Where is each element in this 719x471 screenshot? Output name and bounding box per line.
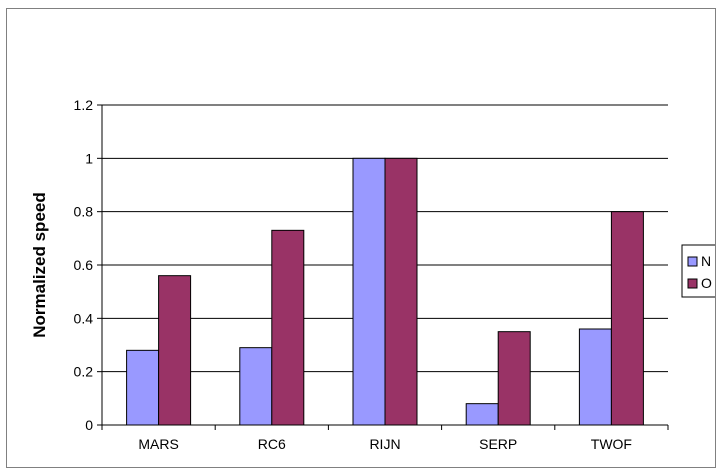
bar-n-twof bbox=[578, 328, 612, 426]
y-tick-label: 0.4 bbox=[74, 310, 94, 326]
bar-o-twof bbox=[610, 211, 644, 426]
y-axis-title: Normalized speed bbox=[30, 192, 49, 338]
x-tick-label: MARS bbox=[138, 436, 178, 452]
x-tick-label: RIJN bbox=[369, 436, 400, 452]
y-tick-label: 1 bbox=[85, 150, 93, 166]
axes bbox=[97, 104, 669, 430]
bar-o-mars bbox=[158, 275, 192, 426]
bars bbox=[126, 157, 644, 426]
bar-n-mars bbox=[126, 349, 160, 426]
legend-label: N bbox=[701, 253, 711, 269]
bar-n-rc6 bbox=[239, 347, 273, 426]
y-tick-label: 1.2 bbox=[74, 97, 94, 113]
bar-o-rc6 bbox=[271, 229, 305, 426]
bar-o-rijn bbox=[384, 157, 418, 426]
legend-label: O bbox=[701, 275, 712, 291]
y-tick-label: 0.6 bbox=[74, 257, 94, 273]
x-tick-label: RC6 bbox=[258, 436, 286, 452]
legend-swatch bbox=[687, 256, 698, 267]
y-tick-label: 0.8 bbox=[74, 204, 94, 220]
x-tick-label: TWOF bbox=[591, 436, 632, 452]
legend: NO bbox=[681, 244, 715, 298]
y-tick-label: 0.2 bbox=[74, 364, 94, 380]
bar-o-serp bbox=[497, 331, 531, 426]
bar-chart: 0 0.2 0.4 0.6 0.8 1 1.2 MARS RC6 RIJN SERP TWOF Nor… bbox=[30, 97, 715, 452]
legend-swatch bbox=[687, 278, 698, 289]
chart-frame: 0 0.2 0.4 0.6 0.8 1 1.2 MARS RC6 RIJN SERP TWOF Nor… bbox=[6, 8, 716, 468]
y-tick-label: 0 bbox=[85, 417, 93, 433]
tick-labels: 0 0.2 0.4 0.6 0.8 1 1.2 MARS RC6 RIJN SERP TWOF bbox=[74, 97, 632, 452]
bar-n-rijn bbox=[352, 157, 386, 426]
bar-n-serp bbox=[465, 403, 499, 426]
x-tick-label: SERP bbox=[479, 436, 517, 452]
